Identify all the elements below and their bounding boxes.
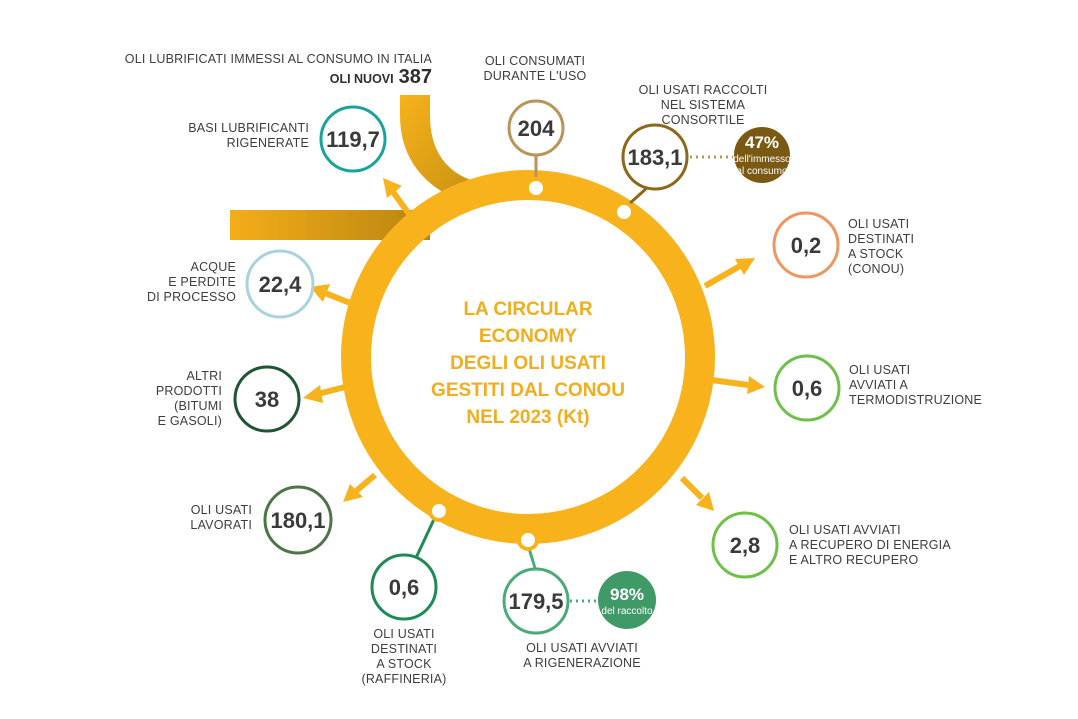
label-stock-raff: OLI USATI DESTINATI A STOCK (RAFFINERIA): [361, 627, 446, 686]
badge-raccolto-pct: 98%: [610, 585, 644, 604]
badge-immesso: 47% dell'immesso al consumo: [733, 127, 791, 183]
joint-rigenerazione: [517, 529, 539, 551]
label-termo-2: AVVIATI A: [849, 378, 908, 392]
node-lavorati: 180,1: [263, 485, 333, 555]
center-title-line-2: ECONOMY: [479, 326, 578, 347]
label-rigenerazione: OLI USATI AVVIATI A RIGENERAZIONE: [523, 641, 641, 670]
label-termo-1: OLI USATI: [849, 363, 910, 377]
center-title-line-4: GESTITI DAL CONOU: [431, 380, 625, 401]
center-title-line-3: DEGLI OLI USATI: [450, 353, 606, 374]
arrow-termo: [711, 376, 765, 394]
arrow-basi: [383, 178, 415, 220]
badge-immesso-text-2: al consumo: [736, 166, 788, 177]
connector-raccolti: [626, 185, 650, 207]
label-stock-conou-4: (CONOU): [848, 262, 904, 276]
label-raccolti-1: OLI USATI RACCOLTI: [639, 83, 768, 97]
badge-raccolto: 98% del raccolto: [598, 571, 656, 629]
node-altri: 38: [233, 365, 301, 433]
center-title-line-5: NEL 2023 (Kt): [466, 407, 589, 428]
node-basi: 119,7: [319, 105, 387, 173]
label-basi-1: BASI LUBRIFICANTI: [188, 121, 309, 135]
input-label: OLI LUBRIFICATI IMMESSI AL CONSUMO IN IT…: [125, 52, 433, 88]
badge-immesso-text-1: dell'immesso: [733, 154, 791, 165]
center-title-line-1: LA CIRCULAR: [463, 299, 592, 320]
badge-raccolto-text: del raccolto: [601, 606, 653, 617]
node-energia-value: 2,8: [730, 533, 761, 558]
joint-stock-raff: [428, 500, 450, 522]
label-termo-3: TERMODISTRUZIONE: [849, 393, 982, 407]
arrow-stock-conou: [703, 258, 755, 289]
node-stock-conou: 0,2: [772, 211, 840, 279]
label-lavorati-1: OLI USATI: [191, 503, 252, 517]
label-energia: OLI USATI AVVIATI A RECUPERO DI ENERGIA …: [789, 523, 951, 567]
label-acque: ACQUE E PERDITE DI PROCESSO: [147, 260, 236, 304]
joint-raccolti: [613, 201, 635, 223]
label-termo: OLI USATI AVVIATI A TERMODISTRUZIONE: [849, 363, 982, 407]
label-acque-2: E PERDITE: [168, 275, 236, 289]
label-stock-raff-3: A STOCK: [376, 657, 432, 671]
label-rigenerazione-1: OLI USATI AVVIATI: [526, 641, 638, 655]
label-raccolti-2: NEL SISTEMA: [661, 98, 746, 112]
label-consumati: OLI CONSUMATI DURANTE L'USO: [484, 54, 587, 83]
node-lavorati-value: 180,1: [270, 508, 325, 533]
node-raccolti-value: 183,1: [627, 145, 682, 170]
badge-immesso-pct: 47%: [745, 133, 779, 152]
label-acque-3: DI PROCESSO: [147, 290, 236, 304]
label-altri-3: (BITUMI: [174, 399, 222, 413]
node-altri-value: 38: [255, 387, 279, 412]
node-rigenerazione-value: 179,5: [508, 589, 563, 614]
node-stock-raff-value: 0,6: [389, 575, 420, 600]
connector-stock-raff: [413, 514, 438, 561]
arrow-lavorati: [343, 472, 377, 502]
label-altri-4: E GASOLI): [158, 414, 222, 428]
arrow-altri: [303, 384, 346, 403]
node-termo-value: 0,6: [792, 376, 823, 401]
label-lavorati: OLI USATI LAVORATI: [190, 503, 252, 532]
input-label-text: OLI LUBRIFICATI IMMESSI AL CONSUMO IN IT…: [125, 52, 433, 66]
node-consumati-value: 204: [518, 116, 555, 141]
center-title: LA CIRCULAR ECONOMY DEGLI OLI USATI GEST…: [431, 299, 625, 428]
label-stock-conou-1: OLI USATI: [848, 217, 909, 231]
label-acque-1: ACQUE: [191, 260, 236, 274]
node-rigenerazione: 179,5: [502, 567, 570, 635]
input-sublabel: OLI NUOVI: [330, 72, 394, 86]
node-raccolti: 183,1: [621, 123, 689, 191]
node-stock-conou-value: 0,2: [791, 233, 822, 258]
label-stock-raff-1: OLI USATI: [373, 627, 434, 641]
label-energia-2: A RECUPERO DI ENERGIA: [789, 538, 951, 552]
label-altri-1: ALTRI: [187, 369, 223, 383]
input-flow-curve: [400, 95, 480, 205]
label-altri: ALTRI PRODOTTI (BITUMI E GASOLI): [156, 369, 222, 428]
label-basi: BASI LUBRIFICANTI RIGENERATE: [188, 121, 309, 150]
label-consumati-1: OLI CONSUMATI: [485, 54, 585, 68]
label-energia-1: OLI USATI AVVIATI: [789, 523, 901, 537]
node-acque: 22,4: [245, 249, 315, 319]
label-basi-2: RIGENERATE: [227, 136, 309, 150]
label-energia-3: E ALTRO RECUPERO: [789, 553, 918, 567]
label-stock-raff-4: (RAFFINERIA): [361, 672, 446, 686]
label-rigenerazione-2: A RIGENERAZIONE: [523, 656, 641, 670]
node-acque-value: 22,4: [259, 272, 303, 297]
input-value-line: OLI NUOVI 387: [330, 66, 432, 88]
label-lavorati-2: LAVORATI: [190, 518, 252, 532]
node-consumati: 204: [507, 99, 565, 157]
input-value: 387: [399, 66, 432, 88]
joint-consumati: [525, 177, 547, 199]
label-altri-2: PRODOTTI: [156, 384, 222, 398]
label-stock-conou-3: A STOCK: [848, 247, 904, 261]
node-termo: 0,6: [773, 354, 841, 422]
label-stock-conou-2: DESTINATI: [848, 232, 914, 246]
label-consumati-2: DURANTE L'USO: [484, 69, 587, 83]
label-stock-raff-2: DESTINATI: [371, 642, 437, 656]
label-raccolti: OLI USATI RACCOLTI NEL SISTEMA CONSORTIL…: [639, 83, 768, 127]
arrow-acque: [310, 284, 357, 308]
label-stock-conou: OLI USATI DESTINATI A STOCK (CONOU): [848, 217, 914, 276]
node-basi-value: 119,7: [326, 127, 380, 152]
node-energia: 2,8: [711, 511, 779, 579]
label-raccolti-3: CONSORTILE: [661, 113, 744, 127]
node-stock-raff: 0,6: [370, 553, 438, 621]
arrow-energia: [679, 475, 714, 511]
